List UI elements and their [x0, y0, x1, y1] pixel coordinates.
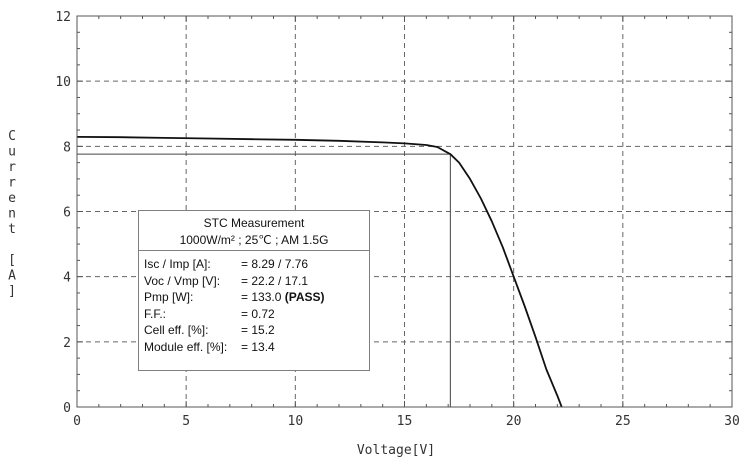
y-tick-label: 6: [63, 206, 71, 221]
y-axis-title-char: C: [8, 129, 16, 144]
tick-marks: [76, 15, 733, 408]
info-value: = 0.72: [241, 306, 275, 321]
mpp-lines: [77, 153, 451, 407]
y-axis-title-char: u: [8, 145, 16, 160]
x-tick-labels: 0 5 10 15 20 25 30: [73, 414, 740, 429]
info-row-ff: F.F.: = 0.72: [139, 306, 369, 323]
x-axis-title: Voltage[V]: [357, 443, 435, 458]
y-axis-title-char: [: [8, 253, 16, 268]
info-label: Pmp [W]:: [144, 290, 194, 304]
y-axis-title-char: ]: [8, 284, 16, 299]
info-value: = 13.4: [241, 339, 275, 354]
x-tick-label: 15: [397, 414, 413, 429]
y-axis-title-char: A: [8, 269, 16, 284]
x-tick-label: 0: [73, 414, 81, 429]
y-tick-label: 8: [63, 140, 71, 155]
y-axis-title-char: e: [8, 191, 16, 206]
info-row-isc-imp: Isc / Imp [A]: = 8.29 / 7.76: [139, 256, 369, 273]
info-value: = 15.2: [241, 323, 275, 337]
info-label: Cell eff. [%]:: [144, 323, 209, 337]
info-label: Module eff. [%]:: [144, 339, 228, 354]
info-row-cell-eff: Cell eff. [%]: = 15.2: [139, 322, 369, 339]
info-body: Isc / Imp [A]: = 8.29 / 7.76 Voc / Vmp [V…: [139, 251, 369, 355]
x-tick-label: 5: [182, 414, 190, 429]
info-label: Isc / Imp [A]:: [144, 257, 211, 271]
info-conditions: 1000W/m² ; 25℃ ; AM 1.5G: [179, 233, 329, 247]
y-tick-label: 10: [55, 75, 71, 90]
info-value: = 22.2 / 17.1: [241, 273, 309, 288]
iv-curve-line: [76, 136, 563, 408]
y-tick-label: 2: [63, 336, 71, 351]
info-row-pmp: Pmp [W]: = 133.0 (PASS): [139, 289, 369, 306]
y-tick-label: 12: [55, 10, 71, 25]
y-tick-label: 0: [63, 401, 71, 416]
y-axis-title-char: r: [8, 160, 16, 175]
info-label: F.F.:: [144, 306, 167, 321]
y-axis-title-char: n: [8, 207, 16, 222]
info-value: = 133.0: [241, 290, 282, 304]
info-value: = 8.29 / 7.76: [241, 257, 309, 271]
series-layer: [76, 136, 563, 408]
info-row-voc-vmp: Voc / Vmp [V]: = 22.2 / 17.1: [139, 273, 369, 290]
info-title: STC Measurement: [203, 216, 305, 230]
y-tick-label: 4: [63, 271, 71, 286]
info-row-module-eff: Module eff. [%]: = 13.4: [139, 339, 369, 356]
y-axis-title-char: r: [8, 176, 16, 191]
x-tick-label: 25: [615, 414, 631, 429]
pass-badge: (PASS): [284, 290, 325, 304]
stc-info-box: STC Measurement 1000W/m² ; 25℃ ; AM 1.5G…: [138, 210, 370, 371]
y-tick-labels: 0 2 4 6 8 10 12: [55, 10, 71, 416]
info-label: Voc / Vmp [V]:: [144, 273, 221, 288]
y-axis-title-char: t: [8, 222, 16, 237]
info-header: STC Measurement 1000W/m² ; 25℃ ; AM 1.5G: [139, 211, 369, 251]
x-tick-label: 20: [506, 414, 522, 429]
x-tick-label: 30: [724, 414, 740, 429]
x-tick-label: 10: [288, 414, 304, 429]
